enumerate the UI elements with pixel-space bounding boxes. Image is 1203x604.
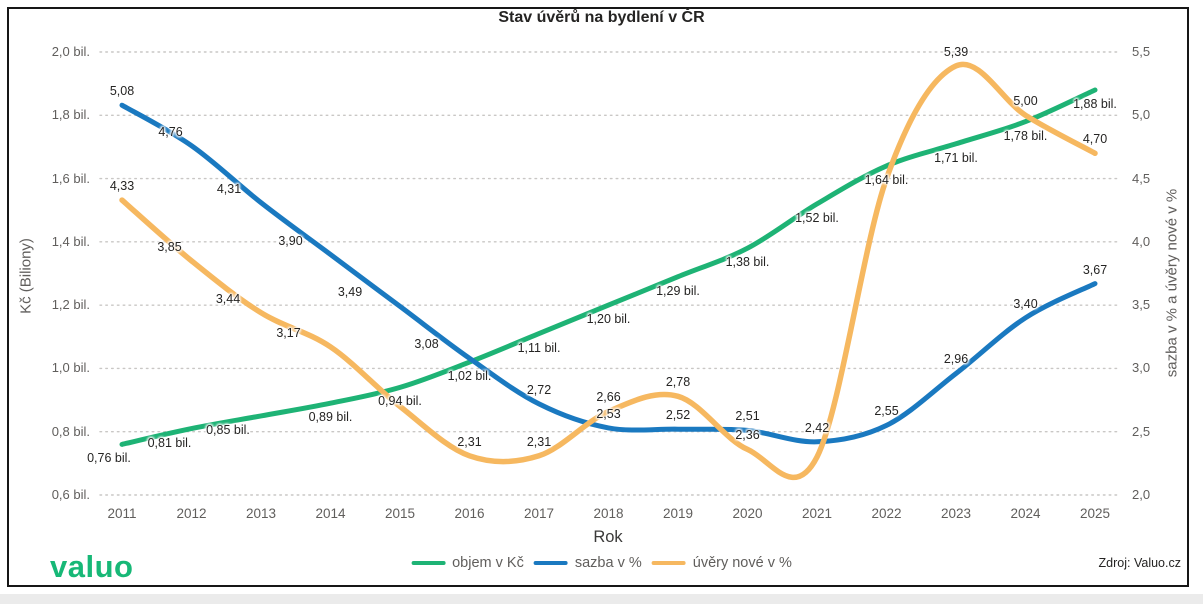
legend-line-swatch — [411, 561, 446, 565]
data-label: 1,11 bil. — [517, 340, 561, 355]
x-tick-label: 2023 — [940, 506, 972, 521]
right-tick-label: 2,5 — [1132, 423, 1151, 439]
legend-label: sazba v % — [574, 555, 642, 571]
data-label: 1,64 bil. — [864, 172, 909, 187]
right-tick-label: 3,5 — [1132, 297, 1151, 313]
right-tick-label: 3,0 — [1132, 360, 1151, 376]
left-tick-label: 1,4 bil. — [51, 233, 90, 249]
legend-label: objem v Kč — [452, 555, 524, 571]
data-label: 4,33 — [109, 179, 135, 194]
data-label: 0,94 bil. — [378, 394, 422, 409]
data-label: 0,81 bil. — [147, 435, 192, 450]
data-label: 0,76 bil. — [87, 451, 131, 466]
left-tick-label: 1,8 bil. — [51, 107, 90, 123]
data-label: 2,96 — [943, 352, 969, 367]
data-label: 2,36 — [735, 428, 760, 443]
left-tick-label: 0,8 bil. — [51, 423, 90, 439]
legend-line-swatch — [533, 561, 568, 565]
x-tick-label: 2014 — [315, 506, 346, 521]
data-label: 2,72 — [526, 382, 552, 397]
x-tick-label: 2020 — [732, 506, 763, 521]
data-label: 2,31 — [526, 434, 552, 449]
legend-label: úvěry nové v % — [692, 555, 792, 571]
x-tick-label: 2019 — [662, 506, 694, 521]
x-tick-label: 2016 — [454, 506, 485, 521]
left-tick-label: 1,0 bil. — [51, 360, 90, 376]
data-label: 1,52 bil. — [795, 210, 839, 225]
x-tick-label: 2018 — [593, 506, 624, 521]
x-tick-label: 2012 — [176, 506, 207, 521]
x-tick-label: 2025 — [1079, 506, 1111, 521]
series-line-objem-v-k- — [119, 87, 1098, 447]
chart-title: Stav úvěrů na bydlení v ČR — [498, 9, 705, 26]
right-tick-label: 5,5 — [1132, 44, 1151, 59]
data-label: 5,39 — [943, 44, 969, 59]
data-label: 2,51 — [735, 409, 760, 424]
source-credit: Zdroj: Valuo.cz — [1098, 556, 1181, 570]
window-bottom-edge — [0, 594, 1203, 604]
series-line-sazba-v- — [119, 102, 1098, 445]
right-tick-label: 4,5 — [1132, 170, 1151, 186]
x-axis-title: Rok — [593, 528, 623, 546]
left-tick-label: 1,6 bil. — [51, 170, 90, 186]
series-line--v-ry-nov-v- — [119, 61, 1098, 481]
legend: objem v Kč sazba v % úvěry nové v % — [411, 555, 792, 571]
right-tick-label: 4,0 — [1132, 233, 1151, 249]
x-tick-label: 2011 — [107, 506, 137, 521]
data-label: 5,00 — [1013, 94, 1038, 109]
data-label: 2,78 — [665, 375, 691, 390]
left-tick-label: 1,2 bil. — [51, 297, 90, 313]
left-tick-label: 2,0 bil. — [51, 44, 90, 59]
data-label: 3,44 — [215, 291, 241, 306]
data-label: 1,38 bil. — [725, 255, 770, 270]
data-label: 1,78 bil. — [1003, 128, 1048, 143]
data-label: 2,53 — [596, 406, 621, 421]
data-label: 3,08 — [414, 337, 439, 352]
data-label: 0,85 bil. — [206, 422, 250, 437]
legend-line-swatch — [651, 561, 686, 565]
data-label: 3,67 — [1082, 262, 1108, 277]
data-label: 2,42 — [804, 420, 830, 435]
data-label: 3,85 — [157, 239, 182, 254]
legend-item--v-ry-nov-v-: úvěry nové v % — [651, 555, 792, 571]
data-label: 0,89 bil. — [308, 410, 353, 425]
x-tick-label: 2022 — [871, 506, 902, 521]
right-axis-title: sazba v % a úvěry nové v % — [1163, 188, 1181, 378]
data-label: 2,66 — [596, 390, 621, 405]
left-axis-title: Kč (Biliony) — [17, 238, 35, 314]
right-tick-label: 5,0 — [1132, 107, 1151, 123]
valuo-logo: valuo — [50, 549, 134, 584]
x-tick-label: 2015 — [384, 506, 416, 521]
legend-item-objem-v-k-: objem v Kč — [411, 555, 524, 571]
legend-item-sazba-v-: sazba v % — [533, 555, 642, 571]
data-label: 1,29 bil. — [656, 283, 700, 298]
data-label: 2,52 — [665, 408, 691, 423]
data-label: 1,88 bil. — [1073, 96, 1117, 111]
data-label: 1,71 bil. — [934, 150, 978, 165]
data-label: 3,40 — [1013, 296, 1038, 311]
data-label: 5,08 — [109, 84, 135, 99]
data-label: 1,02 bil. — [447, 369, 492, 384]
data-label: 4,76 — [158, 124, 183, 139]
left-tick-label: 0,6 bil. — [51, 487, 90, 502]
x-tick-label: 2021 — [801, 506, 833, 521]
data-label: 3,49 — [337, 285, 363, 300]
data-label: 3,17 — [276, 325, 301, 340]
data-label: 1,20 bil. — [586, 312, 631, 327]
x-tick-label: 2017 — [523, 506, 555, 521]
x-tick-label: 2013 — [245, 506, 277, 521]
data-label: 2,31 — [457, 434, 482, 449]
data-label: 3,90 — [278, 233, 303, 248]
chart-frame — [7, 7, 1189, 587]
right-tick-label: 2,0 — [1132, 487, 1151, 502]
x-tick-label: 2024 — [1010, 506, 1041, 521]
data-label: 2,55 — [874, 404, 899, 419]
data-label: 4,31 — [216, 181, 242, 196]
data-label: 4,70 — [1082, 132, 1108, 147]
